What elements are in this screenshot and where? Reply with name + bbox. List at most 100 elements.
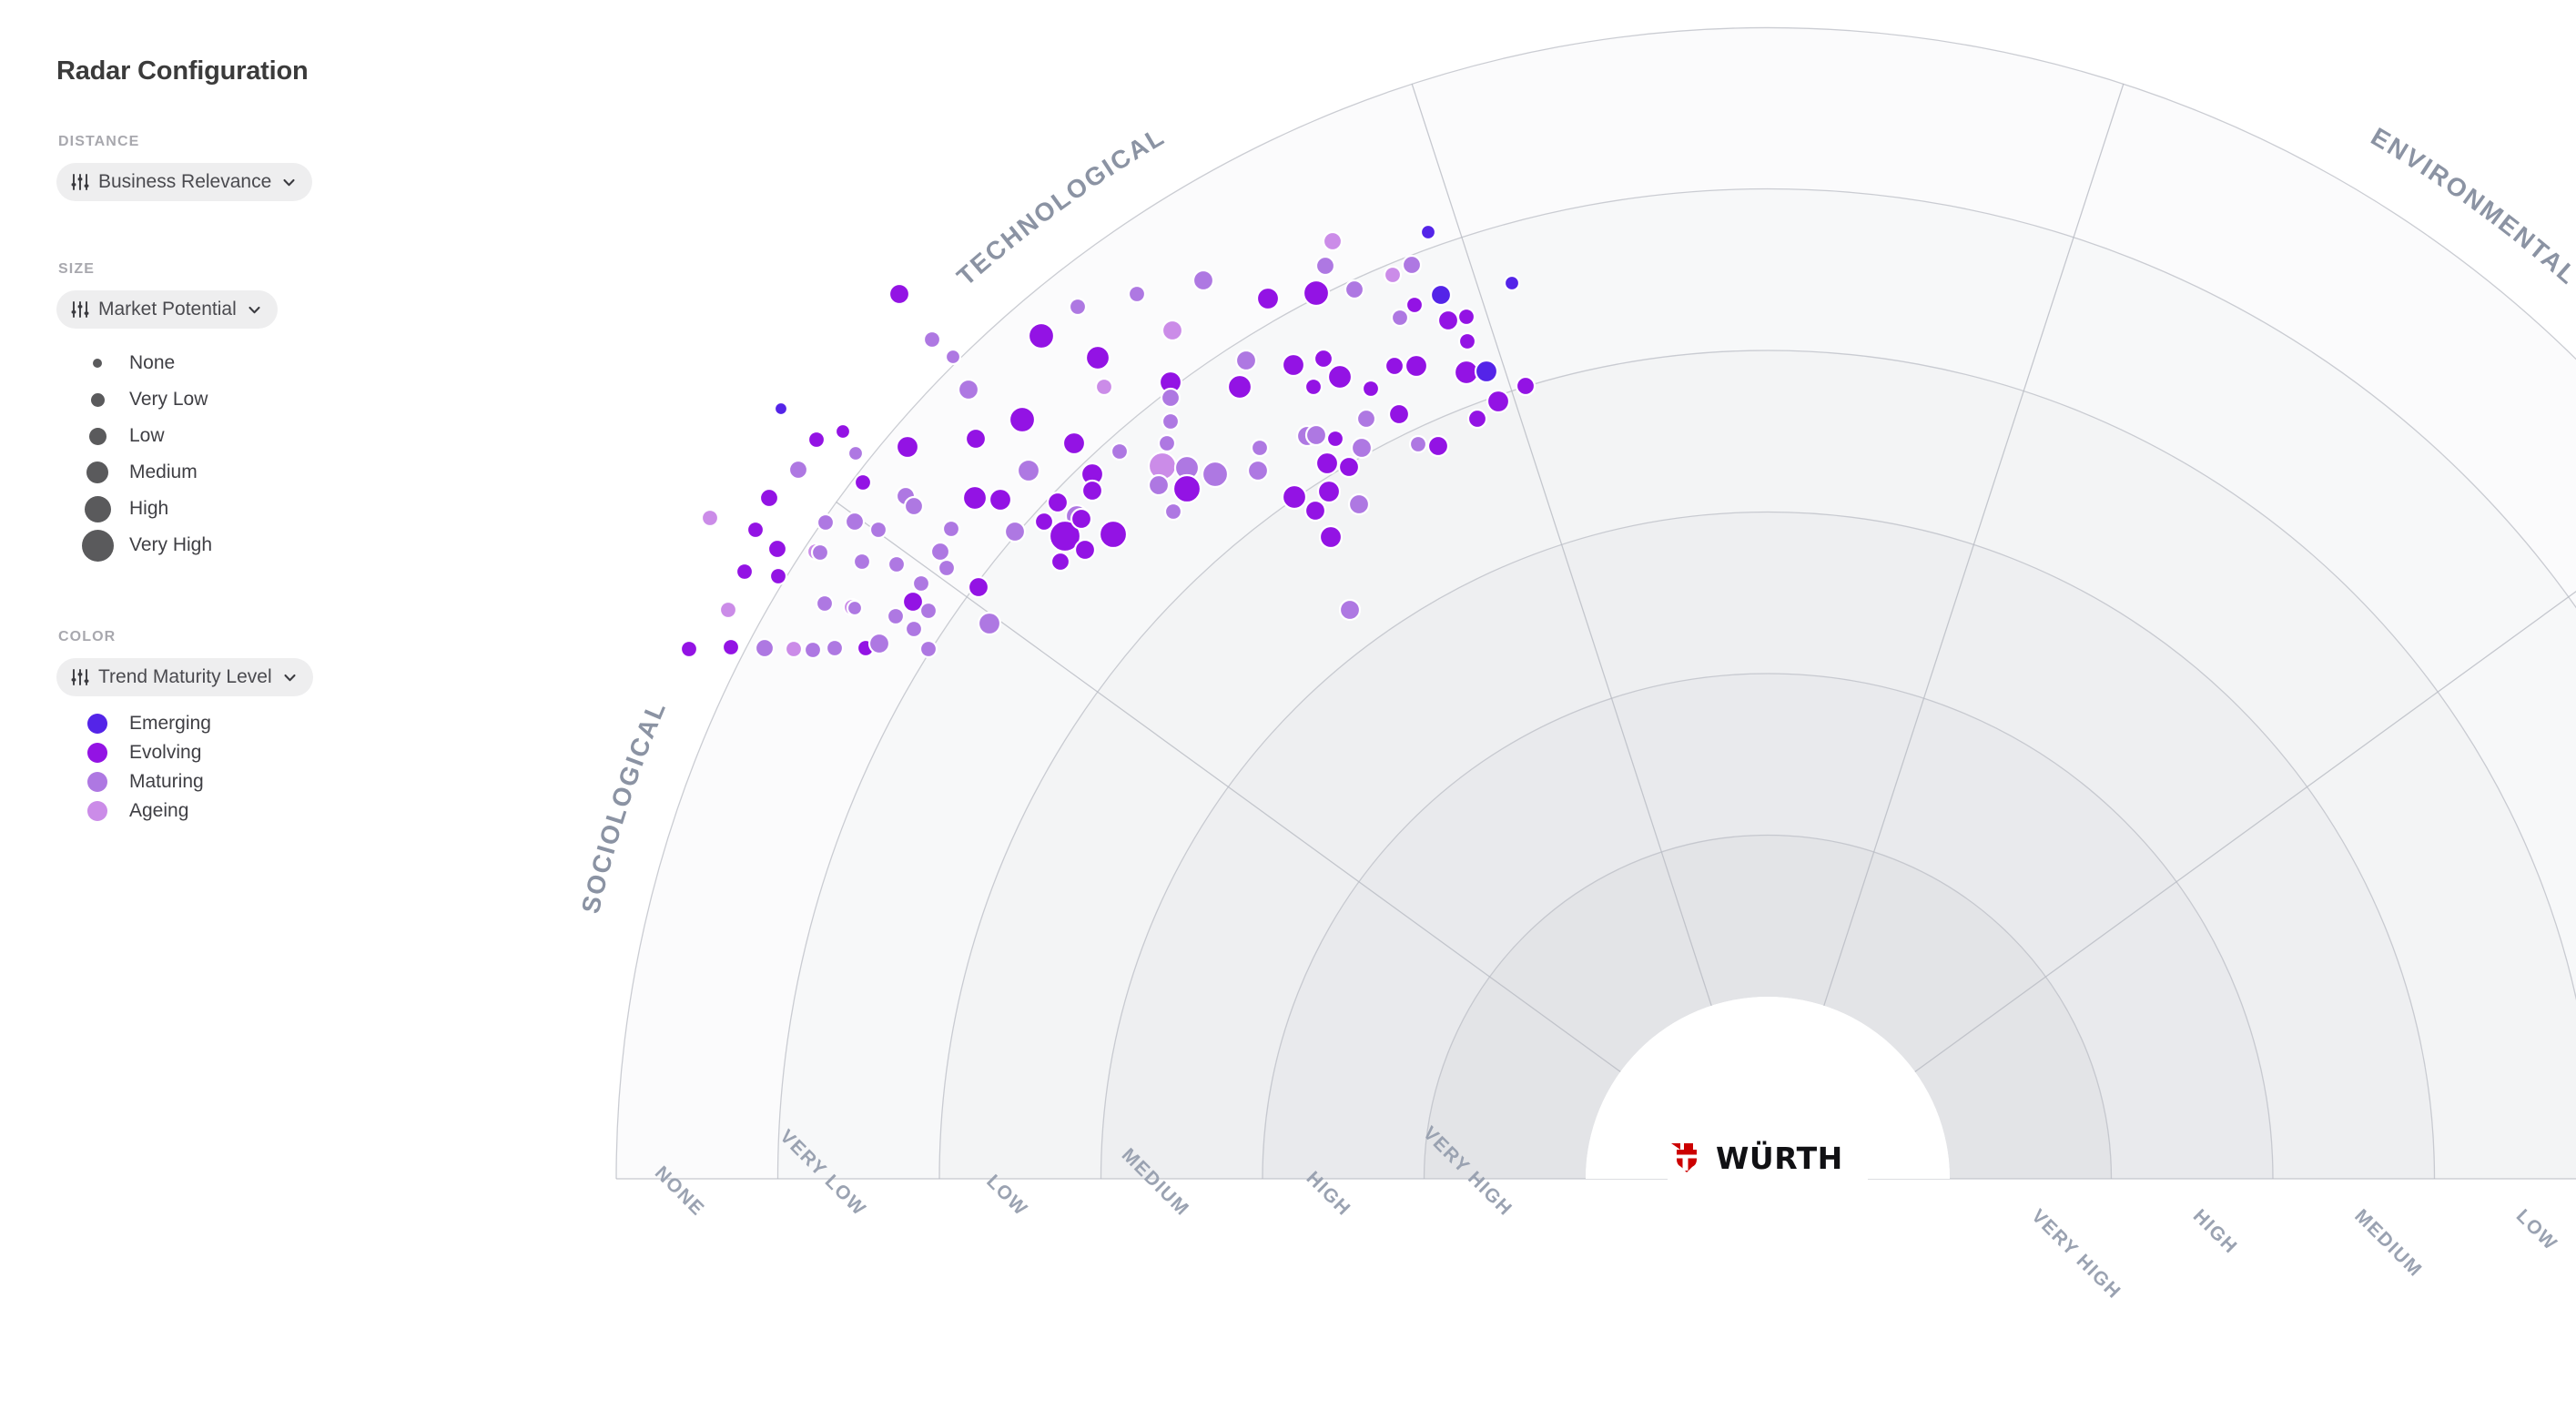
radar-point[interactable]: [1322, 230, 1344, 252]
radar-point[interactable]: [1344, 279, 1365, 300]
radar-point[interactable]: [1303, 499, 1327, 522]
radar-point[interactable]: [988, 487, 1013, 512]
radar-point[interactable]: [937, 558, 957, 578]
radar-point[interactable]: [745, 520, 766, 540]
radar-point[interactable]: [1325, 429, 1345, 449]
radar-point[interactable]: [803, 640, 823, 660]
radar-point[interactable]: [1408, 434, 1428, 454]
size-select[interactable]: Market Potential: [56, 290, 278, 329]
radar-point[interactable]: [867, 632, 891, 655]
radar-point[interactable]: [847, 444, 865, 462]
radar-point[interactable]: [941, 519, 961, 539]
radar-point[interactable]: [1281, 483, 1308, 511]
radar-point[interactable]: [1387, 402, 1411, 426]
radar-point[interactable]: [1061, 431, 1087, 456]
radar-point[interactable]: [810, 543, 830, 563]
radar-point[interactable]: [901, 590, 925, 614]
distance-select[interactable]: Business Relevance: [56, 163, 313, 201]
radar-point[interactable]: [1350, 436, 1374, 460]
radar-point[interactable]: [895, 434, 920, 460]
radar-point[interactable]: [1436, 309, 1460, 332]
color-legend-item[interactable]: Evolving: [76, 738, 401, 767]
radar-point[interactable]: [1390, 308, 1410, 328]
radar-point[interactable]: [700, 508, 720, 528]
radar-point[interactable]: [1003, 520, 1027, 543]
radar-point[interactable]: [961, 484, 989, 512]
radar-point[interactable]: [1338, 598, 1362, 622]
radar-point[interactable]: [1347, 492, 1371, 516]
radar-point[interactable]: [964, 427, 988, 451]
radar-point[interactable]: [1110, 441, 1130, 462]
radar-point[interactable]: [1515, 375, 1536, 397]
radar-point[interactable]: [768, 566, 788, 586]
radar-point[interactable]: [758, 487, 780, 509]
radar-point[interactable]: [1163, 502, 1183, 522]
radar-point[interactable]: [1226, 373, 1253, 401]
radar-point[interactable]: [1405, 295, 1425, 315]
color-legend-item[interactable]: Ageing: [76, 796, 401, 826]
radar-point[interactable]: [1303, 377, 1323, 397]
radar-point[interactable]: [1050, 551, 1071, 573]
radar-point[interactable]: [844, 511, 866, 532]
radar-point[interactable]: [1127, 284, 1147, 304]
radar-point[interactable]: [918, 601, 938, 621]
radar-point[interactable]: [766, 538, 788, 560]
radar-point[interactable]: [1016, 458, 1041, 483]
radar-point[interactable]: [852, 552, 872, 572]
radar-point[interactable]: [868, 520, 888, 540]
radar-point[interactable]: [929, 541, 951, 563]
radar-point[interactable]: [773, 401, 789, 417]
radar-point[interactable]: [1073, 538, 1097, 562]
radar-point[interactable]: [1457, 331, 1477, 351]
radar-point[interactable]: [1466, 408, 1488, 430]
radar-point[interactable]: [1157, 433, 1177, 453]
color-legend-item[interactable]: Emerging: [76, 709, 401, 738]
radar-point[interactable]: [1094, 377, 1114, 397]
radar-point[interactable]: [721, 637, 741, 657]
radar-point[interactable]: [886, 606, 906, 626]
radar-point[interactable]: [1080, 479, 1104, 502]
radar-point[interactable]: [754, 637, 776, 659]
radar-point[interactable]: [904, 619, 924, 639]
radar-point[interactable]: [1171, 473, 1202, 504]
radar-point[interactable]: [1486, 389, 1511, 414]
radar-point[interactable]: [853, 472, 873, 492]
radar-point[interactable]: [825, 638, 845, 658]
radar-point[interactable]: [1429, 283, 1453, 307]
radar-point[interactable]: [944, 348, 962, 366]
radar-point[interactable]: [887, 554, 907, 574]
radar-point[interactable]: [1383, 265, 1403, 285]
radar-point[interactable]: [1008, 405, 1037, 434]
radar-point[interactable]: [1355, 408, 1377, 430]
radar-point[interactable]: [815, 593, 835, 614]
radar-point[interactable]: [1304, 423, 1328, 447]
radar-point[interactable]: [806, 430, 827, 450]
radar-point[interactable]: [735, 562, 755, 582]
radar-point[interactable]: [1246, 459, 1270, 482]
radar-point[interactable]: [846, 599, 864, 617]
radar-point[interactable]: [887, 282, 911, 306]
radar-point[interactable]: [1068, 297, 1088, 317]
radar-point[interactable]: [1250, 438, 1270, 458]
radar-point[interactable]: [1046, 491, 1070, 514]
radar-point[interactable]: [679, 639, 699, 659]
radar-point[interactable]: [1033, 511, 1055, 532]
radar-point[interactable]: [1316, 479, 1342, 504]
radar-point[interactable]: [1503, 274, 1521, 292]
radar-point[interactable]: [1456, 307, 1476, 327]
radar-point[interactable]: [1281, 352, 1306, 378]
radar-point[interactable]: [903, 495, 925, 517]
radar-point[interactable]: [1160, 387, 1182, 409]
radar-point[interactable]: [1361, 379, 1381, 399]
radar-point[interactable]: [1234, 349, 1258, 372]
radar-point[interactable]: [1314, 451, 1340, 476]
radar-point[interactable]: [1314, 255, 1336, 277]
radar-point[interactable]: [784, 639, 804, 659]
radar-point[interactable]: [1401, 254, 1423, 276]
radar-point[interactable]: [911, 573, 931, 593]
radar-point[interactable]: [1070, 507, 1093, 531]
radar-point[interactable]: [1474, 359, 1499, 384]
radar-point[interactable]: [834, 422, 852, 441]
radar-point[interactable]: [1255, 286, 1281, 311]
radar-point[interactable]: [957, 378, 980, 401]
